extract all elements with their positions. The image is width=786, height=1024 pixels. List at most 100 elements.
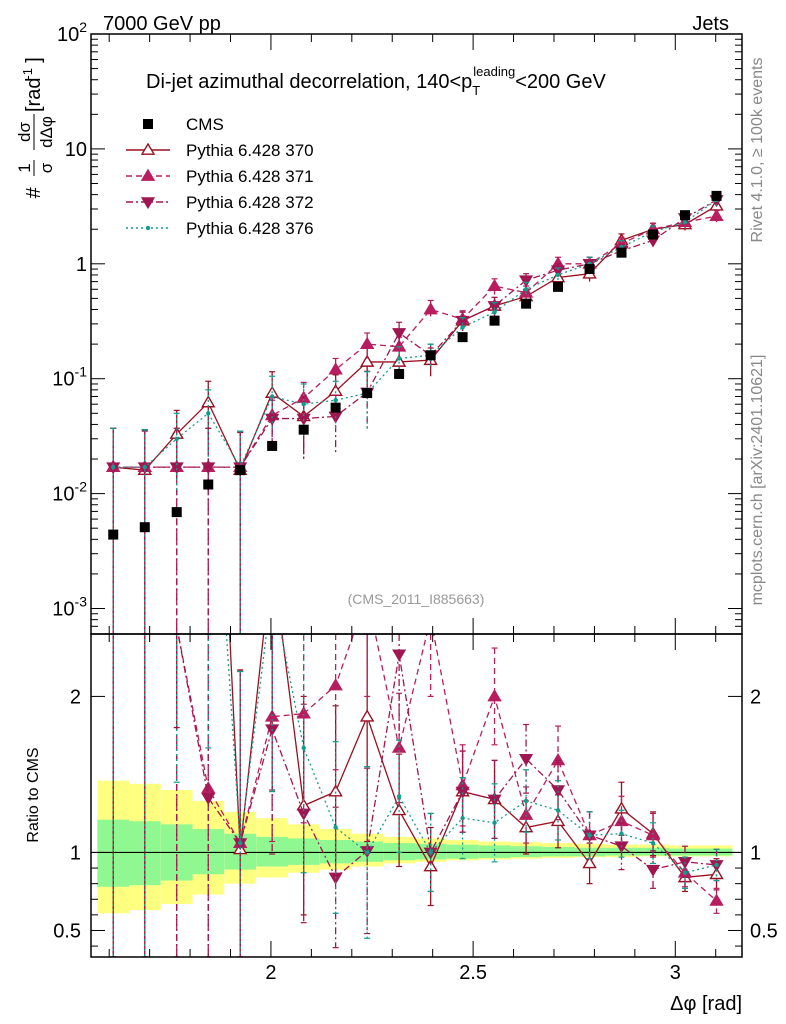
- analysis-id: (CMS_2011_I885663): [348, 591, 485, 607]
- legend-label-3: Pythia 6.428 376: [186, 219, 314, 238]
- ratio-series-3-point-19: [714, 862, 719, 868]
- ratio-series-3-point-12: [492, 820, 497, 826]
- ratio-series-1-point-6: [296, 706, 311, 719]
- ratio-series-2-point-13: [519, 754, 534, 767]
- ratio-y-label: Ratio to CMS: [25, 747, 42, 842]
- legend-marker-0: [140, 142, 156, 155]
- legend-item-2: Pythia 6.428 372: [126, 193, 314, 212]
- ratio-series-2-point-11: [455, 786, 470, 799]
- band-green-14: [542, 846, 574, 857]
- ylabel-unit-close: ]: [23, 57, 45, 63]
- ratio-series-3-point-11: [460, 815, 465, 821]
- ratio-series-0-point-15: [582, 855, 597, 869]
- ratio-series-0-point-9: [391, 802, 407, 816]
- series-3-point-1: [142, 464, 147, 470]
- cms-point-0: [108, 529, 119, 540]
- ratio-band: [97, 780, 733, 914]
- legend-item-cms: CMS: [143, 115, 224, 134]
- rivet-label: Rivet 4.1.0, ≥ 100k events: [749, 58, 766, 243]
- band-green-11: [446, 844, 479, 859]
- ytick-base-5: 10: [57, 24, 79, 46]
- series-3-point-5: [269, 394, 275, 399]
- ytick-exp-0: -3: [75, 594, 88, 610]
- series-2-line: [113, 199, 717, 468]
- ytick-base-1: 10: [52, 484, 74, 506]
- ratio-series-3-point-18: [682, 870, 688, 875]
- series-3-point-7: [333, 398, 338, 403]
- legend-label-2: Pythia 6.428 372: [186, 193, 314, 212]
- ratio-series-1-point-13: [518, 807, 534, 820]
- cms-point-13: [521, 298, 532, 309]
- series-1-point-19: [709, 208, 724, 222]
- series-1-point-10: [423, 302, 438, 315]
- series-3-point-2: [174, 436, 179, 441]
- rtick-label-left-2: 2: [70, 686, 81, 708]
- cms-points: [108, 190, 722, 540]
- header-left: 7000 GeV pp: [103, 13, 221, 35]
- ytick-exp-1: -2: [75, 479, 88, 495]
- legend-marker-1: [140, 168, 156, 181]
- rtick-label-right-0: 0.5: [750, 920, 778, 942]
- ratio-series-1-point-12: [487, 689, 502, 702]
- series-3-point-13: [523, 287, 529, 292]
- ratio-series-2-line: [177, 634, 717, 879]
- ytick-base-0: 10: [52, 599, 74, 621]
- legend-cms-marker: [143, 119, 153, 129]
- svg-text:# [rad -1 ]: # [rad -1 ]: [15, 57, 45, 198]
- ratio-series-1-point-7: [328, 678, 343, 691]
- series-0-point-8: [359, 354, 375, 367]
- ratio-series-1-line: [177, 634, 717, 902]
- chart-title: Di-jet azimuthal decorrelation, 140<pTle…: [146, 64, 606, 98]
- ytick-label-2: 10-1: [52, 364, 87, 391]
- series-2-point-2: [169, 462, 184, 475]
- cms-point-18: [679, 210, 690, 221]
- legend-marker-3: [145, 225, 151, 231]
- series-3-point-6: [301, 401, 306, 407]
- series-1-point-12: [487, 278, 502, 291]
- title-sub: T: [472, 83, 480, 98]
- cms-point-1: [139, 522, 150, 533]
- rtick-label-right-2: 2: [750, 686, 761, 708]
- series-3-line: [113, 199, 717, 469]
- series-2-point-9: [392, 328, 407, 341]
- cms-point-12: [489, 315, 500, 326]
- cms-point-14: [553, 281, 564, 292]
- ratio-series-3-point-9: [396, 794, 402, 799]
- legend: CMS Pythia 6.428 370 Pythia 6.428 371 Pythi…: [126, 115, 314, 238]
- ratio-series-3-line: [225, 634, 717, 874]
- cms-point-16: [616, 247, 627, 258]
- ytick-label-0: 10-3: [52, 594, 87, 621]
- series-3-point-0: [111, 464, 116, 470]
- cms-point-10: [425, 350, 436, 361]
- ytick-base-2: 10: [52, 369, 74, 391]
- ratio-series-2-point-17: [645, 864, 661, 877]
- rtick-label-left-0: 0.5: [53, 920, 81, 942]
- ytick-label-3: 1: [76, 254, 87, 276]
- legend-item-1: Pythia 6.428 371: [126, 167, 314, 186]
- series-3-point-14: [555, 272, 561, 278]
- legend-item-0: Pythia 6.428 370: [126, 141, 314, 160]
- ratio-series-0-point-19: [709, 866, 724, 880]
- ratio-series-0-point-10: [423, 859, 438, 872]
- ratio-frame: [90, 633, 743, 958]
- ylabel-num: dσ: [15, 122, 34, 142]
- series-1-point-8: [359, 336, 375, 350]
- ratio-series-0-line: [229, 634, 717, 879]
- title-tail: <200 GeV: [515, 71, 606, 93]
- ratio-series-3-point-7: [333, 825, 338, 830]
- series-3-point-18: [682, 220, 688, 225]
- ratio-series-2-point-3: [201, 793, 216, 806]
- legend-marker-2: [140, 197, 156, 210]
- ratio-series-0-point-7: [328, 784, 343, 797]
- ratio-series-1-point-19: [709, 893, 724, 906]
- header-right: Jets: [692, 13, 729, 35]
- rtick-label-left-1: 1: [70, 842, 81, 864]
- series-2-point-3: [201, 462, 216, 475]
- ratio-series-3-point-15: [587, 833, 592, 838]
- xtick-label-1: 2.5: [459, 962, 487, 984]
- cms-point-3: [203, 479, 214, 490]
- series-3-point-9: [396, 356, 402, 361]
- legend-item-3: Pythia 6.428 376: [126, 219, 314, 238]
